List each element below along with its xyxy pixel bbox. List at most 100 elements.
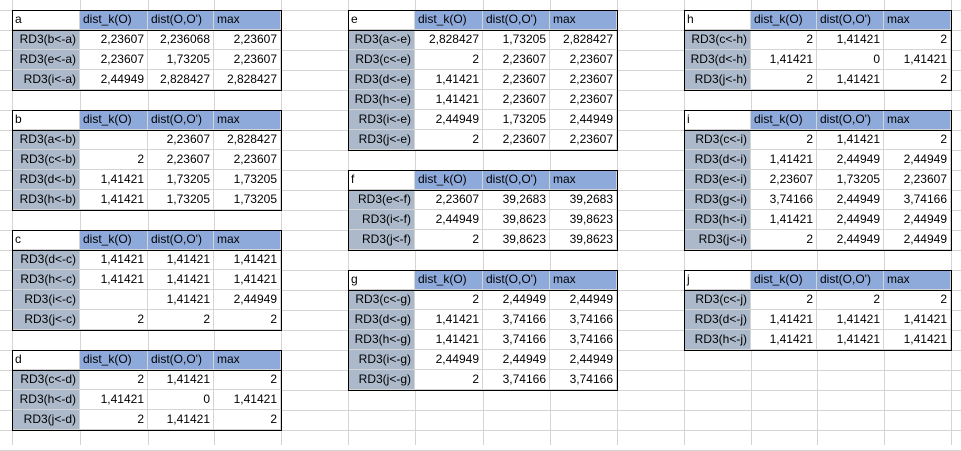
max-value-cell[interactable]: 2,23607	[884, 170, 951, 190]
dist-k-value-cell[interactable]: 1,41421	[80, 170, 148, 190]
dist-k-value-cell[interactable]: 1,41421	[80, 250, 148, 270]
row-label-cell[interactable]: RD3(c<-g)	[348, 290, 415, 310]
row-label-cell[interactable]: RD3(c<-d)	[12, 370, 80, 390]
dist-k-value-cell[interactable]: 2	[80, 370, 148, 390]
row-label-cell[interactable]: RD3(e<-i)	[684, 170, 751, 190]
table-name-cell[interactable]: g	[348, 270, 415, 290]
max-value-cell[interactable]: 2,23607	[550, 90, 617, 110]
header-max-cell[interactable]: max	[214, 10, 281, 30]
table-name-cell[interactable]: b	[12, 110, 80, 130]
row-label-cell[interactable]: RD3(h<-c)	[12, 270, 80, 290]
row-label-cell[interactable]: RD3(d<-g)	[348, 310, 415, 330]
header-dist-k-cell[interactable]: dist_k(O)	[751, 270, 817, 290]
dist-k-value-cell[interactable]	[80, 130, 148, 150]
dist-k-value-cell[interactable]: 1,41421	[751, 50, 817, 70]
row-label-cell[interactable]: RD3(h<-d)	[12, 390, 80, 410]
dist-value-cell[interactable]: 0	[148, 390, 214, 410]
row-label-cell[interactable]: RD3(d<-b)	[12, 170, 80, 190]
row-label-cell[interactable]: RD3(h<-e)	[348, 90, 415, 110]
header-dist-cell[interactable]: dist(O,O')	[148, 230, 214, 250]
dist-value-cell[interactable]: 1,73205	[483, 110, 550, 130]
max-value-cell[interactable]: 2	[214, 310, 281, 330]
table-name-cell[interactable]: c	[12, 230, 80, 250]
dist-value-cell[interactable]: 1,41421	[817, 330, 884, 350]
dist-value-cell[interactable]: 2	[817, 290, 884, 310]
row-label-cell[interactable]: RD3(c<-e)	[348, 50, 415, 70]
max-value-cell[interactable]: 1,73205	[214, 170, 281, 190]
dist-k-value-cell[interactable]: 2	[415, 130, 483, 150]
header-dist-cell[interactable]: dist(O,O')	[148, 110, 214, 130]
dist-value-cell[interactable]: 2,236068	[148, 30, 214, 50]
row-label-cell[interactable]: RD3(b<-a)	[12, 30, 80, 50]
dist-value-cell[interactable]: 2,23607	[483, 70, 550, 90]
row-label-cell[interactable]: RD3(h<-j)	[684, 330, 751, 350]
table-name-cell[interactable]: j	[684, 270, 751, 290]
max-value-cell[interactable]: 3,74166	[550, 330, 617, 350]
max-value-cell[interactable]: 2,828427	[214, 70, 281, 90]
row-label-cell[interactable]: RD3(h<-g)	[348, 330, 415, 350]
dist-k-value-cell[interactable]: 1,41421	[415, 90, 483, 110]
dist-k-value-cell[interactable]: 2,23607	[80, 50, 148, 70]
dist-k-value-cell[interactable]: 2	[80, 410, 148, 430]
dist-k-value-cell[interactable]: 1,41421	[751, 150, 817, 170]
max-value-cell[interactable]: 2,44949	[550, 110, 617, 130]
dist-k-value-cell[interactable]: 2,23607	[80, 30, 148, 50]
dist-value-cell[interactable]: 2,23607	[148, 150, 214, 170]
dist-k-value-cell[interactable]: 2	[415, 290, 483, 310]
dist-value-cell[interactable]: 2,44949	[817, 150, 884, 170]
header-dist-k-cell[interactable]: dist_k(O)	[80, 230, 148, 250]
header-dist-k-cell[interactable]: dist_k(O)	[415, 170, 483, 190]
max-value-cell[interactable]: 2,23607	[214, 150, 281, 170]
dist-k-value-cell[interactable]: 1,41421	[415, 330, 483, 350]
dist-value-cell[interactable]: 2,44949	[817, 210, 884, 230]
dist-k-value-cell[interactable]: 2	[751, 70, 817, 90]
dist-k-value-cell[interactable]: 1,41421	[751, 310, 817, 330]
dist-value-cell[interactable]: 1,73205	[483, 30, 550, 50]
dist-k-value-cell[interactable]: 2	[751, 130, 817, 150]
row-label-cell[interactable]: RD3(a<-b)	[12, 130, 80, 150]
row-label-cell[interactable]: RD3(i<-c)	[12, 290, 80, 310]
max-value-cell[interactable]: 2,23607	[550, 50, 617, 70]
row-label-cell[interactable]: RD3(c<-b)	[12, 150, 80, 170]
max-value-cell[interactable]: 2,44949	[550, 350, 617, 370]
header-max-cell[interactable]: max	[884, 10, 951, 30]
row-label-cell[interactable]: RD3(d<-c)	[12, 250, 80, 270]
header-max-cell[interactable]: max	[884, 110, 951, 130]
header-dist-cell[interactable]: dist(O,O')	[148, 350, 214, 370]
row-label-cell[interactable]: RD3(d<-e)	[348, 70, 415, 90]
max-value-cell[interactable]: 1,41421	[214, 390, 281, 410]
header-max-cell[interactable]: max	[214, 110, 281, 130]
dist-k-value-cell[interactable]: 1,41421	[751, 210, 817, 230]
dist-k-value-cell[interactable]: 1,41421	[751, 330, 817, 350]
dist-k-value-cell[interactable]: 2	[80, 310, 148, 330]
dist-k-value-cell[interactable]: 1,41421	[80, 390, 148, 410]
max-value-cell[interactable]: 3,74166	[550, 370, 617, 390]
dist-value-cell[interactable]: 1,73205	[148, 170, 214, 190]
row-label-cell[interactable]: RD3(c<-j)	[684, 290, 751, 310]
header-dist-k-cell[interactable]: dist_k(O)	[80, 110, 148, 130]
header-max-cell[interactable]: max	[550, 170, 617, 190]
max-value-cell[interactable]: 2,23607	[214, 30, 281, 50]
dist-value-cell[interactable]: 1,41421	[817, 130, 884, 150]
dist-value-cell[interactable]: 39,8623	[483, 230, 550, 250]
max-value-cell[interactable]: 2,44949	[214, 290, 281, 310]
row-label-cell[interactable]: RD3(g<-i)	[684, 190, 751, 210]
max-value-cell[interactable]: 1,41421	[214, 250, 281, 270]
max-value-cell[interactable]: 2,23607	[214, 50, 281, 70]
header-dist-k-cell[interactable]: dist_k(O)	[80, 350, 148, 370]
dist-value-cell[interactable]: 1,41421	[148, 250, 214, 270]
row-label-cell[interactable]: RD3(e<-a)	[12, 50, 80, 70]
table-name-cell[interactable]: a	[12, 10, 80, 30]
dist-k-value-cell[interactable]: 2,23607	[415, 190, 483, 210]
header-dist-k-cell[interactable]: dist_k(O)	[751, 110, 817, 130]
max-value-cell[interactable]: 2,44949	[884, 150, 951, 170]
header-max-cell[interactable]: max	[550, 270, 617, 290]
max-value-cell[interactable]: 2,23607	[550, 130, 617, 150]
max-value-cell[interactable]: 2,828427	[550, 30, 617, 50]
dist-value-cell[interactable]: 1,73205	[148, 50, 214, 70]
max-value-cell[interactable]: 2	[884, 70, 951, 90]
max-value-cell[interactable]: 1,41421	[884, 310, 951, 330]
row-label-cell[interactable]: RD3(c<-h)	[684, 30, 751, 50]
row-label-cell[interactable]: RD3(c<-i)	[684, 130, 751, 150]
